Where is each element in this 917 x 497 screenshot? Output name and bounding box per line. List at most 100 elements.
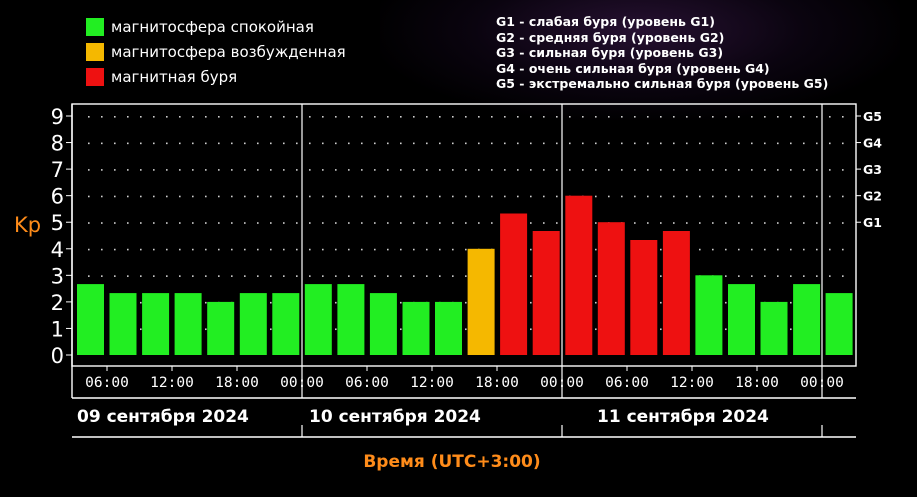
grid-dot bbox=[751, 142, 753, 145]
grid-dot bbox=[803, 169, 805, 171]
grid-dot bbox=[465, 248, 467, 251]
day-label: 09 сентября 2024 bbox=[77, 407, 249, 427]
grid-dot bbox=[426, 169, 428, 171]
grid-dot bbox=[244, 195, 246, 198]
grid-dot bbox=[218, 169, 220, 171]
grid-dot bbox=[140, 248, 142, 251]
grid-dot bbox=[192, 169, 194, 171]
grid-dot bbox=[166, 222, 168, 224]
chart-frame bbox=[71, 103, 857, 438]
grid-dot bbox=[101, 169, 103, 171]
grid-dot bbox=[413, 275, 415, 277]
kp-bar bbox=[825, 293, 853, 355]
grid-dot bbox=[426, 248, 428, 251]
grid-dot bbox=[738, 275, 740, 277]
grid-dot bbox=[803, 116, 805, 118]
grid-dot bbox=[88, 222, 90, 224]
grid-dot bbox=[465, 116, 467, 118]
grid-dot bbox=[699, 222, 701, 224]
grid-dot bbox=[205, 328, 207, 331]
grid-dot bbox=[582, 116, 584, 118]
grid-dot bbox=[361, 169, 363, 171]
kp-bar bbox=[630, 240, 658, 355]
x-tick-label: 12:00 bbox=[410, 375, 454, 391]
g-tick-label: G4 bbox=[863, 136, 882, 151]
grid-dot bbox=[504, 195, 506, 198]
grid-dot bbox=[387, 222, 389, 224]
grid-dot bbox=[140, 301, 142, 304]
grid-dot bbox=[764, 169, 766, 171]
grid-dot bbox=[101, 248, 103, 251]
grid-dot bbox=[296, 222, 298, 224]
grid-dot bbox=[569, 116, 571, 118]
grid-dot bbox=[465, 169, 467, 171]
grid-dot bbox=[790, 169, 792, 171]
grid-dot bbox=[413, 142, 415, 145]
grid-dot bbox=[530, 169, 532, 171]
grid-dot bbox=[400, 142, 402, 145]
grid-dot bbox=[335, 301, 337, 304]
grid-dot bbox=[88, 116, 90, 118]
grid-dot bbox=[439, 169, 441, 171]
grid-dot bbox=[829, 248, 831, 251]
grid-dot bbox=[88, 142, 90, 145]
grid-dot bbox=[140, 275, 142, 277]
y-tick-label: 2 bbox=[51, 291, 64, 315]
grid-dot bbox=[712, 195, 714, 198]
grid-dot bbox=[491, 195, 493, 198]
grid-dot bbox=[790, 116, 792, 118]
grid-dot bbox=[387, 169, 389, 171]
grid-dot bbox=[322, 195, 324, 198]
grid-dot bbox=[192, 248, 194, 251]
grid-dot bbox=[556, 195, 558, 198]
grid-dot bbox=[803, 142, 805, 145]
grid-dot bbox=[751, 195, 753, 198]
grid-dot bbox=[88, 169, 90, 171]
grid-dot bbox=[738, 248, 740, 251]
grid-dot bbox=[309, 116, 311, 118]
grid-dot bbox=[673, 169, 675, 171]
grid-dot bbox=[179, 142, 181, 145]
grid-dot bbox=[478, 142, 480, 145]
grid-dot bbox=[257, 195, 259, 198]
grid-dot bbox=[114, 195, 116, 198]
grid-dot bbox=[530, 248, 532, 251]
grid-dot bbox=[205, 116, 207, 118]
grid-dot bbox=[257, 222, 259, 224]
grid-dot bbox=[660, 169, 662, 171]
grid-dot bbox=[192, 116, 194, 118]
kp-bar bbox=[402, 301, 430, 355]
kp-bar bbox=[695, 275, 723, 355]
grid-dot bbox=[244, 169, 246, 171]
grid-dot bbox=[790, 142, 792, 145]
grid-dot bbox=[738, 222, 740, 224]
storm-level-g1: G1 - слабая буря (уровень G1) bbox=[496, 14, 715, 29]
y-tick-label: 4 bbox=[51, 238, 64, 262]
grid-dot bbox=[426, 275, 428, 277]
grid-dot bbox=[842, 116, 844, 118]
grid-dot bbox=[725, 328, 727, 331]
grid-dot bbox=[205, 195, 207, 198]
grid-dot bbox=[205, 169, 207, 171]
grid-dot bbox=[777, 275, 779, 277]
grid-dot bbox=[543, 169, 545, 171]
grid-dot bbox=[413, 116, 415, 118]
grid-dot bbox=[465, 222, 467, 224]
grid-dot bbox=[673, 142, 675, 145]
grid-dot bbox=[647, 116, 649, 118]
grid-dot bbox=[595, 169, 597, 171]
grid-dot bbox=[673, 222, 675, 224]
grid-dot bbox=[803, 248, 805, 251]
grid-dot bbox=[686, 169, 688, 171]
grid-dot bbox=[543, 116, 545, 118]
grid-dot bbox=[179, 275, 181, 277]
grid-dot bbox=[114, 248, 116, 251]
x-tick-label: 00:00 bbox=[540, 375, 584, 391]
grid-dot bbox=[660, 142, 662, 145]
grid-dot bbox=[595, 142, 597, 145]
grid-dot bbox=[829, 195, 831, 198]
grid-dot bbox=[387, 248, 389, 251]
grid-dot bbox=[686, 142, 688, 145]
grid-dot bbox=[270, 328, 272, 331]
